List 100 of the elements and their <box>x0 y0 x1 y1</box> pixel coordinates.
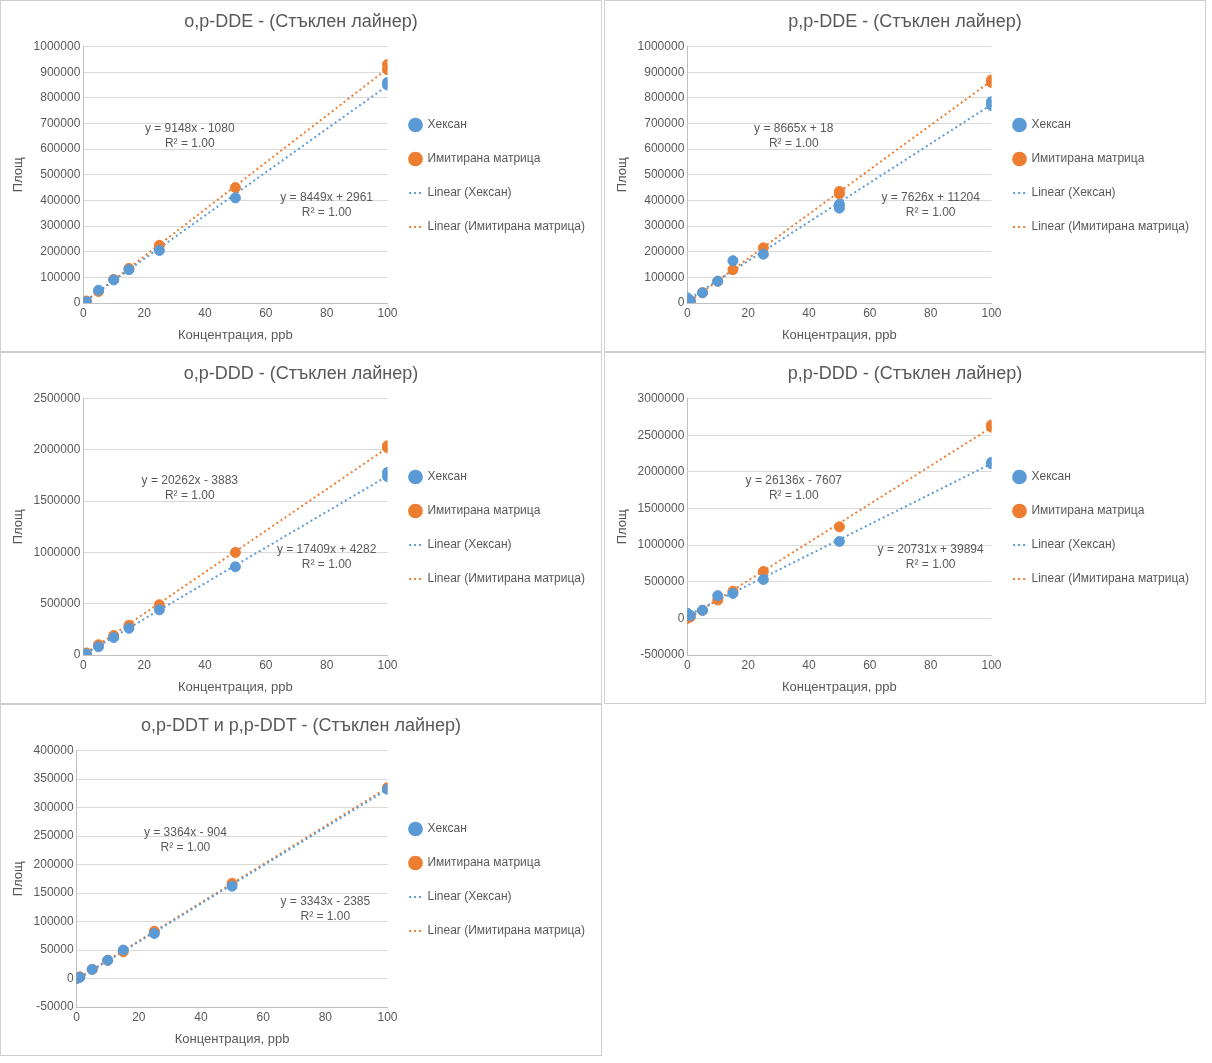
chart-title: o,p-DDT и p,p-DDT - (Стъклен лайнер) <box>141 714 461 735</box>
y-tick-label: 100000 <box>644 269 685 284</box>
y-tick-label: -50000 <box>36 999 74 1014</box>
y-tick-label: 400000 <box>644 192 685 207</box>
x-tick-label: 100 <box>981 657 1002 672</box>
x-tick-label: 80 <box>319 657 334 672</box>
y-axis-title: Площ <box>614 157 630 193</box>
y-tick-label: 150000 <box>33 885 74 900</box>
x-axis-title: Концентрация, ppb <box>782 326 897 342</box>
y-tick-label: 800000 <box>40 90 81 105</box>
x-tick-label: 80 <box>923 305 938 320</box>
y-tick-label: 600000 <box>644 141 685 156</box>
chart-title: p,p-DDE - (Стъклен лайнер) <box>788 10 1022 31</box>
x-tick-label: 60 <box>863 305 877 320</box>
y-tick-label: 500000 <box>644 167 685 182</box>
legend-label: Имитирана матрица <box>427 151 541 166</box>
y-tick-label: 0 <box>677 610 685 625</box>
y-tick-label: 400000 <box>40 192 81 207</box>
legend-label: Хексан <box>427 469 467 484</box>
y-tick-label: 300000 <box>644 218 685 233</box>
y-tick-label: 0 <box>66 970 74 985</box>
y-tick-label: 500000 <box>644 574 685 589</box>
annotation: y = 8449x + 2961 R² = 1.00 <box>280 190 374 220</box>
annotation: y = 20262x - 3883 R² = 1.00 <box>141 473 239 503</box>
y-tick-label: 50000 <box>40 942 74 957</box>
legend-label: Linear (Имитирана матрица) <box>1031 571 1190 586</box>
y-axis-title: Площ <box>10 157 26 193</box>
x-axis-title: Концентрация, ppb <box>178 326 293 342</box>
x-tick-label: 40 <box>198 305 212 320</box>
y-tick-label: 1000000 <box>33 544 81 559</box>
legend-label: Linear (Хексан) <box>427 537 512 552</box>
legend-label: Имитирана матрица <box>427 855 541 870</box>
legend-label: Linear (Имитирана матрица) <box>427 923 586 938</box>
legend-label: Linear (Имитирана матрица) <box>427 219 586 234</box>
y-tick-label: -500000 <box>640 647 685 662</box>
x-tick-label: 100 <box>377 657 398 672</box>
y-tick-label: 400000 <box>33 742 74 757</box>
y-tick-label: 2000000 <box>637 464 685 479</box>
legend-label: Имитирана матрица <box>1031 151 1145 166</box>
y-tick-label: 2500000 <box>33 390 81 405</box>
y-tick-label: 200000 <box>33 856 74 871</box>
annotation: y = 8665x + 18 R² = 1.00 <box>754 121 834 151</box>
y-tick-label: 350000 <box>33 771 74 786</box>
y-tick-label: 1500000 <box>33 493 81 508</box>
x-tick-label: 60 <box>863 657 877 672</box>
legend-label: Linear (Имитирана матрица) <box>427 571 586 586</box>
annotation: y = 7626x + 11204 R² = 1.00 <box>881 190 981 220</box>
x-tick-label: 60 <box>256 1009 271 1024</box>
y-tick-label: 900000 <box>644 64 685 79</box>
y-tick-label: 1000000 <box>33 38 81 53</box>
y-tick-label: 250000 <box>33 828 74 843</box>
x-tick-label: 40 <box>802 305 816 320</box>
legend-label: Linear (Хексан) <box>427 889 512 904</box>
y-tick-label: 500000 <box>40 596 81 611</box>
x-axis-title: Концентрация, ppb <box>178 678 293 694</box>
y-tick-label: 1000000 <box>637 537 685 552</box>
y-tick-label: 200000 <box>644 244 685 259</box>
x-tick-label: 60 <box>259 305 273 320</box>
x-tick-label: 80 <box>319 305 334 320</box>
y-axis-title: Площ <box>614 509 630 545</box>
y-tick-label: 1500000 <box>637 500 685 515</box>
annotation: y = 17409x + 4282 R² = 1.00 <box>276 542 377 572</box>
legend-label: Linear (Хексан) <box>427 185 512 200</box>
y-tick-label: 300000 <box>40 218 81 233</box>
y-tick-label: 0 <box>73 295 81 310</box>
y-tick-label: 900000 <box>40 64 81 79</box>
legend-label: Хексан <box>1031 469 1071 484</box>
y-tick-label: 100000 <box>40 269 81 284</box>
annotation: y = 20731x + 39894 R² = 1.00 <box>877 542 985 572</box>
x-tick-label: 100 <box>981 305 1002 320</box>
legend-label: Хексан <box>427 117 467 132</box>
y-axis-title: Площ <box>10 861 26 897</box>
annotation: y = 26136x - 7607 R² = 1.00 <box>745 473 843 503</box>
x-tick-label: 20 <box>741 657 756 672</box>
y-tick-label: 600000 <box>40 141 81 156</box>
x-tick-label: 80 <box>318 1009 333 1024</box>
y-tick-label: 700000 <box>644 115 685 130</box>
y-tick-label: 0 <box>73 647 81 662</box>
y-tick-label: 800000 <box>644 90 685 105</box>
legend-label: Linear (Имитирана матрица) <box>1031 219 1190 234</box>
chart-title: o,p-DDE - (Стъклен лайнер) <box>184 10 418 31</box>
x-tick-label: 100 <box>377 305 398 320</box>
y-tick-label: 2000000 <box>33 442 81 457</box>
y-tick-label: 700000 <box>40 115 81 130</box>
y-tick-label: 100000 <box>33 913 74 928</box>
x-tick-label: 20 <box>741 305 756 320</box>
y-tick-label: 500000 <box>40 167 81 182</box>
legend-label: Linear (Хексан) <box>1031 185 1116 200</box>
x-tick-label: 40 <box>802 657 816 672</box>
x-tick-label: 100 <box>377 1009 398 1024</box>
x-tick-label: 20 <box>132 1009 146 1024</box>
y-tick-label: 3000000 <box>637 390 685 405</box>
x-tick-label: 60 <box>259 657 273 672</box>
x-tick-label: 40 <box>194 1009 208 1024</box>
y-tick-label: 300000 <box>33 799 74 814</box>
y-tick-label: 2500000 <box>637 427 685 442</box>
legend-label: Linear (Хексан) <box>1031 537 1116 552</box>
x-tick-label: 40 <box>198 657 212 672</box>
x-tick-label: 20 <box>137 657 152 672</box>
y-tick-label: 200000 <box>40 244 81 259</box>
